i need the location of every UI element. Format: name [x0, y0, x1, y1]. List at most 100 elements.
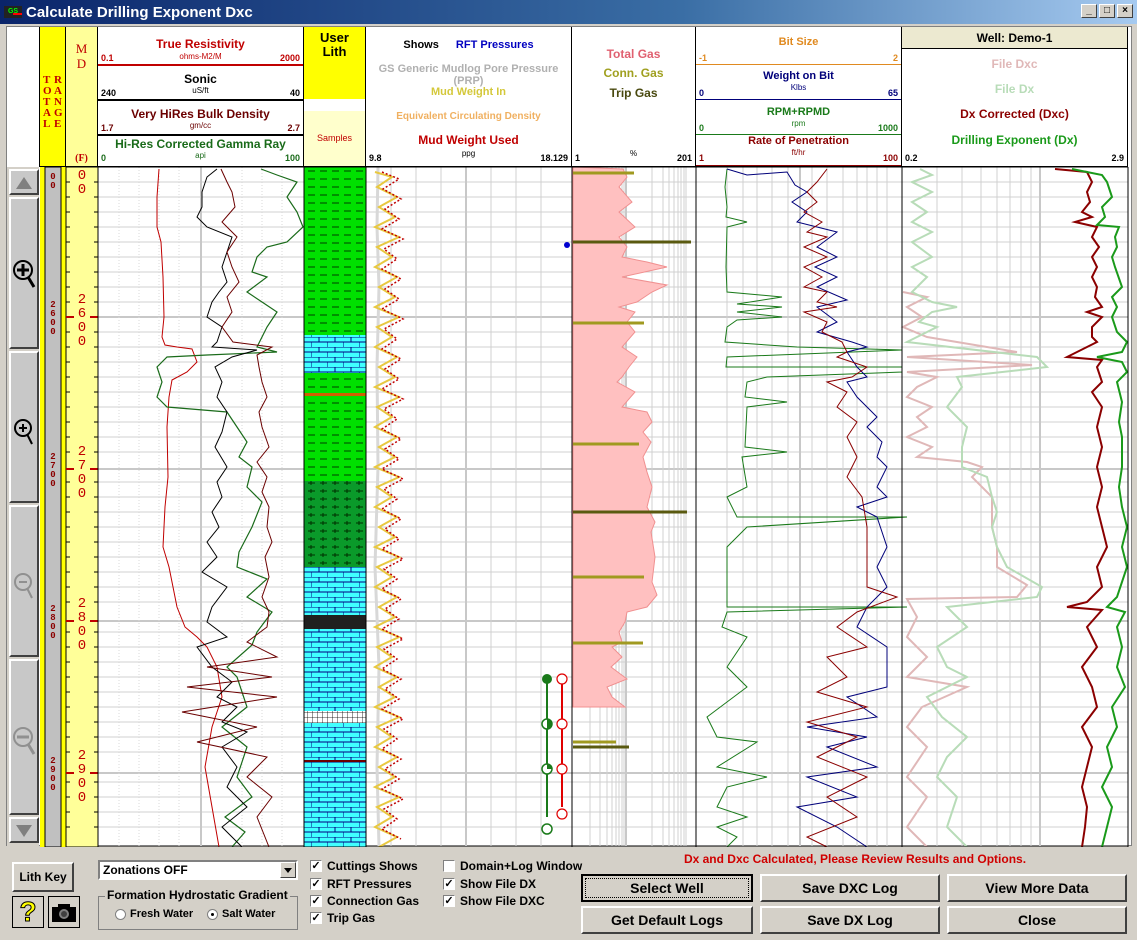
- range-letter: A: [54, 85, 62, 97]
- svg-text:2: 2: [50, 300, 55, 310]
- svg-text:0: 0: [78, 182, 86, 198]
- shows-label: Shows: [403, 39, 439, 51]
- rop-unit: ft/hr: [791, 148, 806, 157]
- mw-in-label: Mud Weight In: [431, 86, 506, 98]
- chevron-down-icon[interactable]: [280, 862, 296, 878]
- svg-text:2: 2: [50, 604, 55, 614]
- maximize-button[interactable]: □: [1099, 4, 1115, 18]
- wob-unit: Klbs: [790, 83, 807, 92]
- minimize-button[interactable]: _: [1081, 4, 1097, 18]
- svg-text:0: 0: [78, 168, 86, 184]
- dxc-label: Dx Corrected (Dxc): [960, 107, 1069, 121]
- zoom-in-small-button[interactable]: [9, 351, 39, 503]
- resistivity-max: 2000: [279, 53, 300, 63]
- zoom-out-small-button[interactable]: [9, 505, 39, 657]
- svg-text:8: 8: [78, 610, 86, 626]
- get-default-logs-button[interactable]: Get Default Logs: [581, 906, 753, 934]
- save-dx-log-button[interactable]: Save DX Log: [760, 906, 940, 934]
- svg-text:0: 0: [78, 638, 86, 654]
- lith-key-button[interactable]: Lith Key: [12, 862, 74, 892]
- wob-max: 65: [887, 88, 898, 98]
- conn-gas-label: Conn. Gas: [603, 66, 664, 80]
- checkbox-label: Cuttings Shows: [327, 859, 418, 873]
- file-dxc-curve: [900, 291, 1033, 847]
- gas-header: Total Gas Conn. Gas Trip Gas 1 % 201: [572, 27, 696, 167]
- hydrostatic-group: Formation Hydrostatic Gradient Fresh Wat…: [98, 888, 298, 930]
- lith-title: User: [320, 30, 349, 45]
- svg-text:0: 0: [50, 172, 55, 182]
- svg-text:7: 7: [78, 458, 86, 474]
- bottom-panel: Lith Key ? Zonations OFF Formation Hydro…: [0, 848, 1137, 940]
- zonations-select[interactable]: Zonations OFF: [98, 860, 298, 880]
- rft-label: RFT Pressures: [455, 39, 534, 51]
- rop-max: 100: [882, 153, 898, 163]
- svg-text:0: 0: [50, 181, 55, 191]
- ppg-max: 18.129: [540, 153, 568, 163]
- scroll-up-button[interactable]: [9, 169, 39, 195]
- hydrostatic-group-label: Formation Hydrostatic Gradient: [105, 888, 290, 902]
- camera-icon: [52, 904, 76, 922]
- svg-text:6: 6: [78, 306, 86, 322]
- status-message: Dx and Dxc Calculated, Please Review Res…: [683, 852, 1027, 866]
- zoom-out-icon: [14, 573, 33, 599]
- resistivity-curve: [156, 168, 223, 847]
- mw-used-curve: [380, 171, 405, 840]
- density-min: 1.7: [101, 123, 114, 133]
- dx-track: [900, 167, 1129, 847]
- dx-min: 0.2: [905, 153, 918, 163]
- zoom-out-large-button[interactable]: [9, 659, 39, 815]
- connection-gas-checkbox[interactable]: ✓ Connection Gas: [310, 894, 420, 908]
- close-button[interactable]: Close: [947, 906, 1127, 934]
- fresh-water-radio[interactable]: Fresh Water: [115, 908, 193, 920]
- svg-text:2: 2: [50, 756, 55, 766]
- mw-used-label: Mud Weight Used: [418, 133, 519, 147]
- range-letter: E: [54, 118, 62, 130]
- log-display: T O T A L R A N G E M D (F) True Resisti…: [6, 26, 1132, 847]
- svg-text:0: 0: [50, 318, 55, 328]
- file-dx-curve: [903, 168, 1050, 847]
- zoom-out-icon: [13, 727, 36, 755]
- svg-text:0: 0: [78, 790, 86, 806]
- bitsize-label: Bit Size: [778, 36, 819, 48]
- help-button[interactable]: ?: [12, 896, 44, 928]
- domain-log-window-checkbox[interactable]: Domain+Log Window: [443, 859, 582, 873]
- svg-text:0: 0: [78, 472, 86, 488]
- lith-title: Lith: [322, 44, 347, 59]
- salt-water-radio[interactable]: Salt Water: [207, 908, 275, 920]
- view-more-data-button[interactable]: View More Data: [947, 874, 1127, 902]
- drilling-header: Bit Size -1 2 Weight on Bit Klbs 0 65 RP…: [696, 27, 902, 167]
- resistivity-min: 0.1: [101, 53, 114, 63]
- cuttings-shows-checkbox[interactable]: ✓ Cuttings Shows: [310, 859, 418, 873]
- range-letter: N: [54, 96, 62, 108]
- select-well-button[interactable]: Select Well: [581, 874, 753, 902]
- checkbox-label: RFT Pressures: [327, 877, 412, 891]
- svg-text:0: 0: [50, 479, 55, 489]
- show-file-dxc-checkbox[interactable]: ✓ Show File DXC: [443, 894, 545, 908]
- well-label: Well: Demo-1: [902, 27, 1127, 49]
- svg-text:0: 0: [50, 774, 55, 784]
- save-dxc-log-button[interactable]: Save DXC Log: [760, 874, 940, 902]
- total-letter: O: [43, 85, 52, 97]
- camera-button[interactable]: [48, 896, 80, 928]
- density-label: Very HiRes Bulk Density: [131, 107, 270, 121]
- rop-curve: [802, 168, 899, 847]
- ppg-min: 9.8: [369, 153, 382, 163]
- rft-pressures-checkbox[interactable]: ✓ RFT Pressures: [310, 877, 412, 891]
- total-letter: T: [43, 96, 51, 108]
- show-file-dx-checkbox[interactable]: ✓ Show File DX: [443, 877, 537, 891]
- svg-text:0: 0: [78, 334, 86, 350]
- close-window-button[interactable]: ×: [1117, 4, 1133, 18]
- sonic-label: Sonic: [184, 72, 217, 86]
- zonations-value: Zonations OFF: [103, 863, 188, 877]
- sonic-unit: uS/ft: [192, 86, 209, 95]
- zoom-in-large-button[interactable]: [9, 197, 39, 349]
- scroll-down-button[interactable]: [9, 817, 39, 843]
- trip-gas-checkbox[interactable]: ✓ Trip Gas: [310, 911, 376, 925]
- checkbox-label: Connection Gas: [327, 894, 420, 908]
- range-letter: R: [54, 74, 62, 86]
- checkbox-label: Show File DXC: [460, 894, 545, 908]
- wob-label: Weight on Bit: [763, 70, 834, 82]
